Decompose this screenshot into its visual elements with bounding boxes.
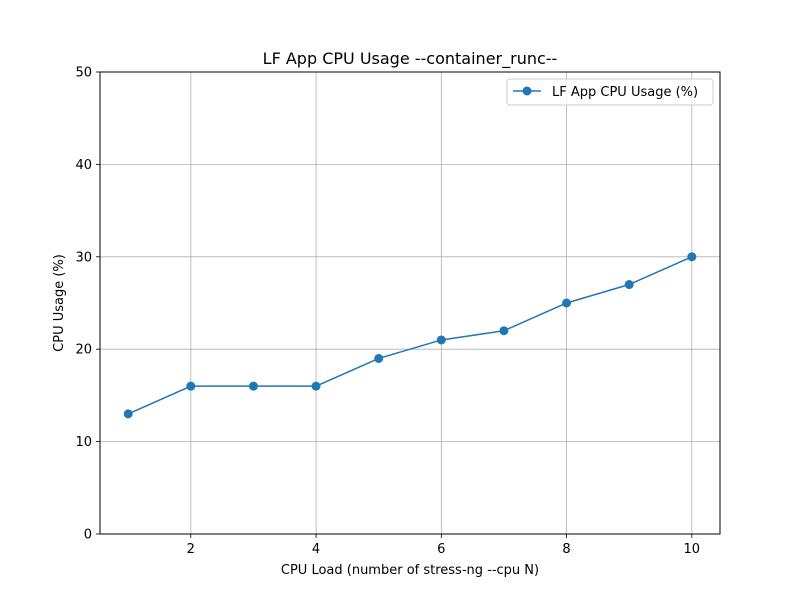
x-tick-label: 2 — [187, 542, 195, 557]
chart-title: LF App CPU Usage --container_runc-- — [263, 49, 558, 69]
x-tick-label: 8 — [562, 542, 570, 557]
legend-entry-label: LF App CPU Usage (%) — [552, 85, 698, 100]
data-point — [562, 298, 572, 308]
y-tick-label: 0 — [84, 528, 92, 543]
y-axis: 0 10 20 30 40 50 — [75, 66, 100, 543]
legend-box — [506, 78, 714, 106]
data-point — [248, 381, 258, 391]
data-point — [186, 381, 196, 391]
data-point — [624, 280, 634, 290]
legend-point-marker — [522, 86, 532, 96]
legend: LF App CPU Usage (%) — [506, 78, 714, 106]
series-layer — [123, 252, 697, 419]
y-axis-label: CPU Usage (%) — [52, 254, 67, 352]
x-axis-label: CPU Load (number of stress-ng --cpu N) — [281, 563, 539, 578]
data-point — [436, 335, 446, 345]
data-point — [374, 353, 384, 363]
data-point — [687, 252, 697, 262]
x-axis: 2 4 6 8 10 — [187, 534, 700, 557]
data-point — [499, 326, 509, 336]
plot-frame — [99, 71, 721, 535]
y-tick-label: 50 — [75, 66, 92, 81]
y-tick-label: 40 — [75, 158, 92, 173]
plot-area — [100, 72, 720, 534]
y-tick-label: 30 — [75, 250, 92, 265]
x-tick-label: 6 — [437, 542, 445, 557]
data-point — [123, 409, 133, 419]
x-tick-label: 4 — [312, 542, 320, 557]
x-tick-label: 10 — [684, 542, 701, 557]
data-point — [311, 381, 321, 391]
series-line — [127, 256, 693, 415]
y-tick-label: 20 — [75, 343, 92, 358]
y-tick-label: 10 — [75, 435, 92, 450]
